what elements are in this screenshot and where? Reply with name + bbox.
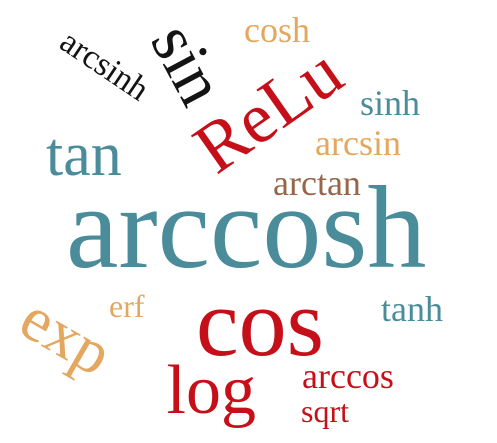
word-tanh: tanh (381, 289, 443, 329)
word-log: log (166, 352, 256, 429)
word-arctan: arctan (273, 163, 361, 203)
word-arccosh: arccosh (66, 162, 427, 293)
word-arcsin: arcsin (315, 123, 401, 163)
word-sqrt: sqrt (301, 393, 349, 429)
word-sinh: sinh (360, 83, 421, 123)
word-arcsinh: arcsinh (53, 22, 156, 109)
word-erf: erf (109, 288, 145, 324)
word-arccos: arccos (302, 356, 394, 396)
word-cosh: cosh (244, 10, 310, 50)
word-cos: cos (196, 269, 324, 376)
word-tan: tan (46, 121, 122, 189)
word-exp: exp (8, 281, 125, 390)
